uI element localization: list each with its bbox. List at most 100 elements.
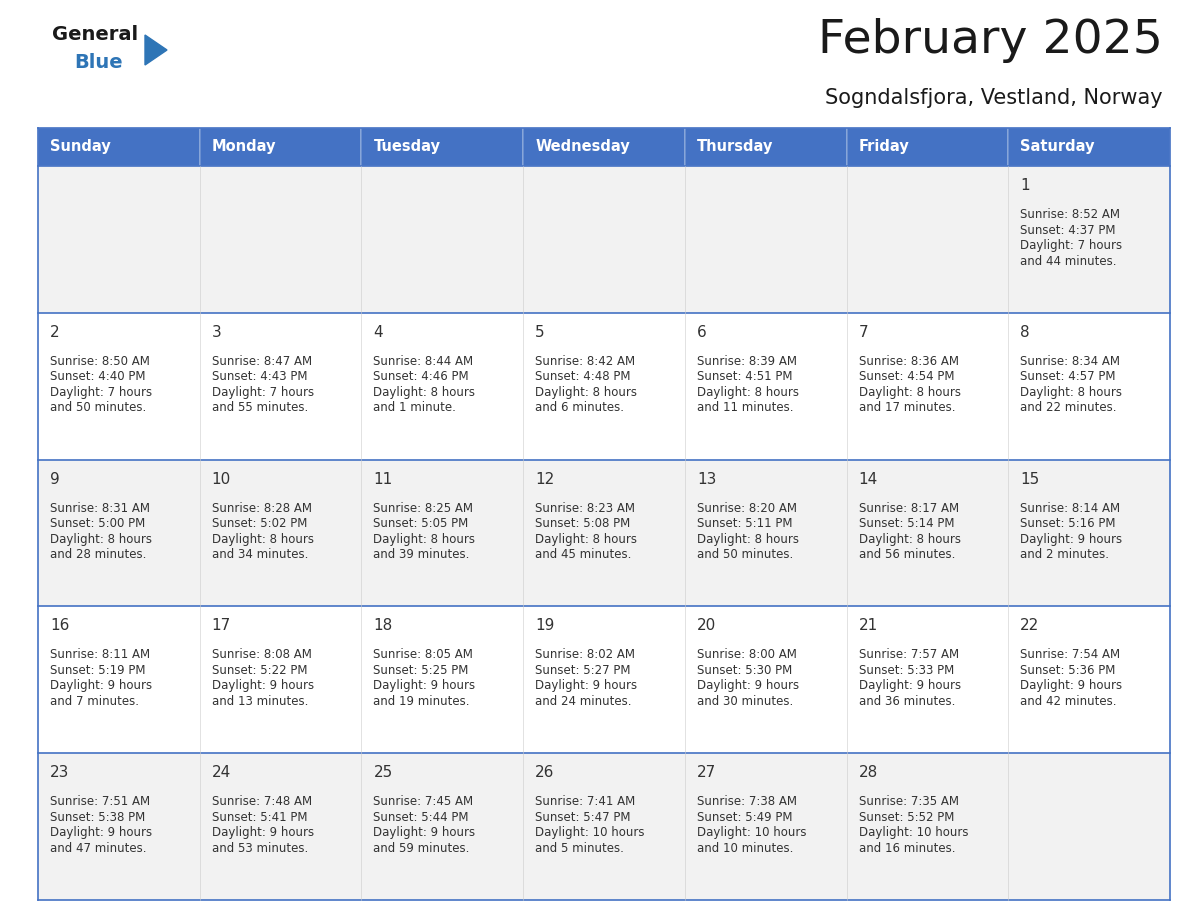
Text: Sunset: 4:40 PM: Sunset: 4:40 PM <box>50 370 145 384</box>
Bar <box>684 607 847 753</box>
Polygon shape <box>145 35 168 65</box>
Text: Sunrise: 8:52 AM: Sunrise: 8:52 AM <box>1020 208 1120 221</box>
Text: 2: 2 <box>50 325 59 340</box>
Text: 8: 8 <box>1020 325 1030 340</box>
Text: Sunrise: 7:45 AM: Sunrise: 7:45 AM <box>373 795 474 808</box>
Text: Sunset: 5:02 PM: Sunset: 5:02 PM <box>211 517 307 530</box>
Text: Sunrise: 8:00 AM: Sunrise: 8:00 AM <box>697 648 797 661</box>
Text: and 16 minutes.: and 16 minutes. <box>859 842 955 855</box>
Bar <box>1009 607 1170 753</box>
Text: Sunset: 5:52 PM: Sunset: 5:52 PM <box>859 811 954 823</box>
Text: Blue: Blue <box>74 53 122 72</box>
Text: 21: 21 <box>859 619 878 633</box>
Bar <box>361 607 523 753</box>
Text: Daylight: 8 hours: Daylight: 8 hours <box>859 532 961 545</box>
Bar <box>847 753 1009 900</box>
Bar <box>684 460 847 607</box>
Text: Daylight: 8 hours: Daylight: 8 hours <box>50 532 152 545</box>
Text: and 50 minutes.: and 50 minutes. <box>50 401 146 414</box>
Bar <box>38 607 200 753</box>
Text: 25: 25 <box>373 766 393 780</box>
Bar <box>1009 753 1170 900</box>
Text: Sunset: 5:22 PM: Sunset: 5:22 PM <box>211 664 308 677</box>
Text: 12: 12 <box>535 472 555 487</box>
Text: and 36 minutes.: and 36 minutes. <box>859 695 955 708</box>
Bar <box>847 460 1009 607</box>
Text: Sunrise: 8:17 AM: Sunrise: 8:17 AM <box>859 501 959 515</box>
Text: Sunset: 4:48 PM: Sunset: 4:48 PM <box>535 370 631 384</box>
Text: Daylight: 7 hours: Daylight: 7 hours <box>50 386 152 398</box>
Text: 13: 13 <box>697 472 716 487</box>
Text: 4: 4 <box>373 325 383 340</box>
Text: and 13 minutes.: and 13 minutes. <box>211 695 308 708</box>
Text: Daylight: 9 hours: Daylight: 9 hours <box>373 826 475 839</box>
Bar <box>38 166 200 313</box>
Text: 18: 18 <box>373 619 393 633</box>
Text: and 24 minutes.: and 24 minutes. <box>535 695 632 708</box>
Text: Thursday: Thursday <box>697 140 773 154</box>
Text: Sunset: 5:30 PM: Sunset: 5:30 PM <box>697 664 792 677</box>
Text: 9: 9 <box>50 472 59 487</box>
Bar <box>38 128 200 166</box>
Text: and 22 minutes.: and 22 minutes. <box>1020 401 1117 414</box>
Text: and 7 minutes.: and 7 minutes. <box>50 695 139 708</box>
Text: and 55 minutes.: and 55 minutes. <box>211 401 308 414</box>
Text: Sunset: 5:16 PM: Sunset: 5:16 PM <box>1020 517 1116 530</box>
Text: Sunset: 4:54 PM: Sunset: 4:54 PM <box>859 370 954 384</box>
Text: Sunset: 5:11 PM: Sunset: 5:11 PM <box>697 517 792 530</box>
Bar <box>1009 166 1170 313</box>
Text: Sunset: 4:51 PM: Sunset: 4:51 PM <box>697 370 792 384</box>
Text: Daylight: 9 hours: Daylight: 9 hours <box>50 826 152 839</box>
Text: Daylight: 8 hours: Daylight: 8 hours <box>211 532 314 545</box>
Bar <box>361 166 523 313</box>
Text: Daylight: 9 hours: Daylight: 9 hours <box>535 679 637 692</box>
Text: Sunrise: 7:48 AM: Sunrise: 7:48 AM <box>211 795 311 808</box>
Bar <box>1009 460 1170 607</box>
Bar <box>847 313 1009 460</box>
Text: and 59 minutes.: and 59 minutes. <box>373 842 469 855</box>
Text: 10: 10 <box>211 472 230 487</box>
Bar <box>200 166 361 313</box>
Bar <box>684 753 847 900</box>
Text: Sunrise: 8:02 AM: Sunrise: 8:02 AM <box>535 648 636 661</box>
Text: and 39 minutes.: and 39 minutes. <box>373 548 469 561</box>
Text: Sunset: 5:41 PM: Sunset: 5:41 PM <box>211 811 308 823</box>
Bar <box>684 128 847 166</box>
Text: Saturday: Saturday <box>1020 140 1095 154</box>
Text: February 2025: February 2025 <box>819 18 1163 63</box>
Text: and 6 minutes.: and 6 minutes. <box>535 401 624 414</box>
Text: Sunset: 4:46 PM: Sunset: 4:46 PM <box>373 370 469 384</box>
Text: Sunset: 5:25 PM: Sunset: 5:25 PM <box>373 664 469 677</box>
Text: Sunrise: 8:34 AM: Sunrise: 8:34 AM <box>1020 354 1120 368</box>
Text: 27: 27 <box>697 766 716 780</box>
Text: Sunrise: 8:11 AM: Sunrise: 8:11 AM <box>50 648 150 661</box>
Text: and 56 minutes.: and 56 minutes. <box>859 548 955 561</box>
Bar <box>847 128 1009 166</box>
Text: Sunset: 5:19 PM: Sunset: 5:19 PM <box>50 664 145 677</box>
Text: Daylight: 9 hours: Daylight: 9 hours <box>50 679 152 692</box>
Text: Sunrise: 8:44 AM: Sunrise: 8:44 AM <box>373 354 474 368</box>
Text: 1: 1 <box>1020 178 1030 193</box>
Text: Sunset: 4:43 PM: Sunset: 4:43 PM <box>211 370 308 384</box>
Text: and 34 minutes.: and 34 minutes. <box>211 548 308 561</box>
Bar <box>38 460 200 607</box>
Text: Sunrise: 8:14 AM: Sunrise: 8:14 AM <box>1020 501 1120 515</box>
Text: 28: 28 <box>859 766 878 780</box>
Text: Daylight: 8 hours: Daylight: 8 hours <box>697 532 798 545</box>
Bar <box>200 607 361 753</box>
Text: Daylight: 9 hours: Daylight: 9 hours <box>859 679 961 692</box>
Text: Tuesday: Tuesday <box>373 140 441 154</box>
Text: Sunrise: 8:08 AM: Sunrise: 8:08 AM <box>211 648 311 661</box>
Bar <box>523 166 684 313</box>
Text: Sunrise: 8:28 AM: Sunrise: 8:28 AM <box>211 501 311 515</box>
Text: 20: 20 <box>697 619 716 633</box>
Text: Sunrise: 8:39 AM: Sunrise: 8:39 AM <box>697 354 797 368</box>
Text: Sunrise: 8:23 AM: Sunrise: 8:23 AM <box>535 501 636 515</box>
Text: Wednesday: Wednesday <box>535 140 630 154</box>
Text: 26: 26 <box>535 766 555 780</box>
Text: Sunrise: 7:57 AM: Sunrise: 7:57 AM <box>859 648 959 661</box>
Text: Daylight: 7 hours: Daylight: 7 hours <box>211 386 314 398</box>
Text: and 17 minutes.: and 17 minutes. <box>859 401 955 414</box>
Bar <box>361 460 523 607</box>
Text: Sunset: 5:47 PM: Sunset: 5:47 PM <box>535 811 631 823</box>
